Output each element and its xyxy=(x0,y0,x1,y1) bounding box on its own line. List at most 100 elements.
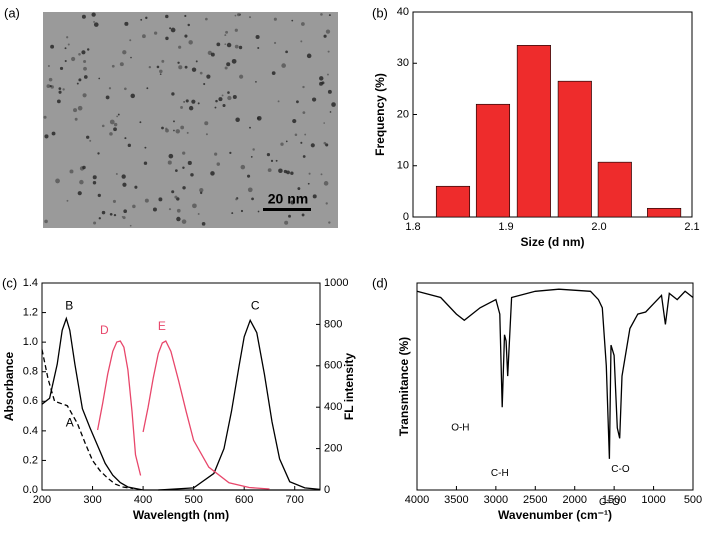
line xyxy=(96,340,142,476)
particle xyxy=(182,186,186,190)
particle xyxy=(116,115,119,118)
curve-label: A xyxy=(66,416,74,430)
particle xyxy=(195,60,198,63)
curve-label: D xyxy=(100,323,109,337)
particle xyxy=(176,216,181,222)
particle xyxy=(214,106,217,109)
particle xyxy=(77,191,82,196)
particle xyxy=(93,20,96,23)
particle xyxy=(122,50,127,55)
particle xyxy=(168,208,172,211)
particle xyxy=(148,65,152,69)
particle xyxy=(93,221,97,225)
particle xyxy=(48,77,53,82)
y-axis-label: Frequency (%) xyxy=(373,73,387,156)
particle xyxy=(159,73,162,75)
particle xyxy=(218,97,223,102)
y-tick-label: 0.0 xyxy=(23,484,38,496)
particle xyxy=(134,185,138,189)
particle xyxy=(239,74,244,79)
x-tick-label: 500 xyxy=(184,494,202,506)
particle xyxy=(288,214,291,218)
particle xyxy=(121,174,126,179)
particle xyxy=(280,142,284,146)
particle xyxy=(240,164,246,170)
particle xyxy=(302,85,305,89)
particle xyxy=(177,61,180,64)
particle xyxy=(186,131,189,134)
particle xyxy=(187,160,192,166)
annotation: O-H xyxy=(451,423,469,434)
particle xyxy=(144,146,147,149)
particle xyxy=(231,58,237,64)
particle xyxy=(73,108,78,113)
y-axis-label: Absorbance xyxy=(2,352,16,422)
particle xyxy=(173,120,175,123)
particle xyxy=(302,111,306,114)
y-tick-label: 1.4 xyxy=(23,277,38,289)
particle xyxy=(271,71,276,76)
particle xyxy=(232,94,237,99)
particle xyxy=(326,73,329,76)
particle xyxy=(83,75,88,79)
particle xyxy=(122,216,126,220)
particle xyxy=(201,222,206,226)
x-axis-label: Size (d nm) xyxy=(520,235,584,249)
particle xyxy=(290,200,295,205)
particle xyxy=(327,50,330,53)
particle xyxy=(286,170,290,175)
panel-label: (b) xyxy=(372,5,388,20)
particle xyxy=(180,106,183,109)
y-tick-label: 10 xyxy=(397,160,409,172)
particle xyxy=(226,62,231,67)
particle xyxy=(170,27,176,33)
particle xyxy=(44,219,48,224)
y2-tick-label: 1000 xyxy=(324,277,348,289)
particle xyxy=(165,127,168,131)
particle xyxy=(224,34,227,37)
particle xyxy=(171,190,175,194)
particle xyxy=(227,91,230,94)
particle xyxy=(59,66,64,71)
annotation: C-O xyxy=(611,464,630,475)
particle xyxy=(43,115,47,119)
x-tick-label: 1500 xyxy=(602,494,626,506)
particle xyxy=(124,87,127,91)
x-tick-label: 1.8 xyxy=(405,221,420,233)
particle xyxy=(247,174,251,178)
particle xyxy=(255,80,257,83)
y-tick-label: 1.2 xyxy=(23,306,38,318)
particle xyxy=(124,21,129,26)
particle xyxy=(197,212,200,215)
particle xyxy=(301,22,305,26)
particle xyxy=(251,197,254,201)
particle xyxy=(210,171,215,176)
particle xyxy=(273,41,277,45)
particle xyxy=(176,208,181,213)
y2-tick-label: 0 xyxy=(324,484,330,496)
particle xyxy=(278,168,283,174)
particle xyxy=(82,93,87,98)
particle xyxy=(165,14,169,19)
annotation: C=O xyxy=(599,497,620,508)
particle xyxy=(175,169,178,172)
particle xyxy=(249,16,252,19)
particle xyxy=(292,118,297,124)
particle xyxy=(130,56,132,59)
particle xyxy=(304,133,307,136)
particle xyxy=(301,213,305,217)
x-tick-label: 400 xyxy=(134,494,152,506)
bar xyxy=(597,161,632,218)
y2-tick-label: 400 xyxy=(324,401,342,413)
particle xyxy=(240,209,244,213)
particle xyxy=(130,93,135,99)
particle xyxy=(146,87,149,90)
particle xyxy=(66,199,69,202)
particle xyxy=(81,50,86,55)
y2-tick-label: 800 xyxy=(324,318,342,330)
particle xyxy=(207,50,212,55)
particle xyxy=(86,135,90,139)
particle xyxy=(270,159,274,163)
particles xyxy=(43,12,336,227)
